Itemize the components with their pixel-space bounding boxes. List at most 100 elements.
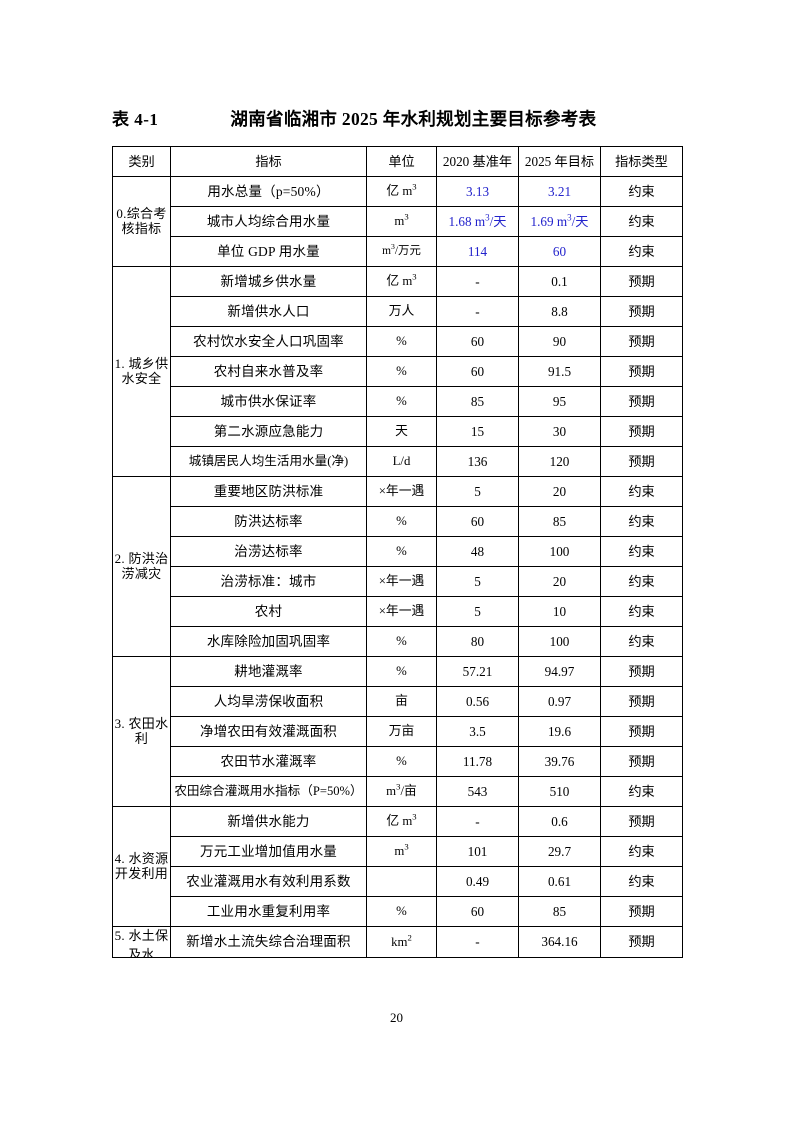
table-row: 4. 水资源开发利用 新增供水能力亿 m3-0.6 预期: [112, 806, 683, 927]
baseline-value-cell: -: [436, 266, 519, 297]
indicator-cell: 农田节水灌溉率: [170, 746, 367, 777]
indicator-cell: 新增城乡供水量: [170, 266, 367, 297]
indicator-type-cell: 约束: [600, 866, 683, 897]
table-row: 农业灌溉用水有效利用系数 0.49 0.61 约束: [113, 866, 683, 897]
indicator-type-cell: 约束: [600, 236, 683, 267]
column-header-baseline: 2020 基准年: [436, 146, 519, 177]
target-value-cell: 39.76: [518, 746, 601, 777]
column-header-indicator: 指标: [170, 146, 367, 177]
baseline-value-cell: 5: [436, 596, 519, 627]
baseline-value-cell: 60: [436, 896, 519, 927]
target-value-cell: 94.97: [518, 656, 601, 687]
target-value-cell: 91.5: [518, 356, 601, 387]
indicator-type-cell: 约束: [600, 566, 683, 597]
table-header-row: 类别 指标 单位 2020 基准年 2025 年目标 指标类型: [112, 146, 683, 177]
target-value-cell: 3.21: [518, 176, 601, 207]
unit-cell: 万亩: [366, 716, 437, 747]
unit-cell: m3: [366, 206, 437, 237]
indicator-cell: 城市人均综合用水量: [170, 206, 367, 237]
unit-cell: 亿 m3: [366, 806, 437, 837]
table-row: 1. 城乡供水安全 新增城乡供水量亿 m3-0.1 预期: [112, 266, 683, 477]
unit-cell: %: [366, 506, 437, 537]
target-value-cell: 0.61: [518, 866, 601, 897]
target-value-cell: 1.69 m3/天: [518, 206, 601, 237]
indicator-cell: 单位 GDP 用水量: [170, 236, 367, 267]
unit-cell: ×年一遇: [366, 476, 437, 507]
table-row: 治涝达标率% 48 100 约束: [113, 536, 683, 567]
table-number-label: 表 4-1: [112, 110, 159, 129]
target-value-cell: 0.6: [518, 806, 601, 837]
indicator-cell: 用水总量（p=50%）: [170, 176, 367, 207]
unit-cell: m3/万元: [366, 236, 437, 267]
indicator-cell: 重要地区防洪标准: [170, 476, 367, 507]
target-value-cell: 100: [518, 626, 601, 657]
indicator-cell: 农村: [170, 596, 367, 627]
baseline-value-cell: 60: [436, 326, 519, 357]
baseline-value-cell: 5: [436, 476, 519, 507]
indicator-type-cell: 约束: [600, 626, 683, 657]
indicator-type-cell: 预期: [600, 926, 683, 958]
indicator-type-cell: 预期: [600, 806, 683, 837]
baseline-value-cell: 114: [436, 236, 519, 267]
target-value-cell: 60: [518, 236, 601, 267]
baseline-value-cell: -: [436, 926, 519, 958]
column-header-category: 类别: [112, 146, 171, 177]
unit-cell: %: [366, 536, 437, 567]
unit-cell: 亿 m3: [366, 176, 437, 207]
category-cell: 4. 水资源开发利用: [112, 806, 171, 927]
indicator-type-cell: 预期: [600, 686, 683, 717]
baseline-value-cell: 85: [436, 386, 519, 417]
table-row: 0.综合考核指标 用水总量（p=50%）亿 m3 3.13 3.21 约束: [112, 176, 683, 267]
table-row: 城市供水保证率% 85 95 预期: [113, 386, 683, 417]
target-value-cell: 0.97: [518, 686, 601, 717]
baseline-value-cell: 57.21: [436, 656, 519, 687]
target-value-cell: 8.8: [518, 296, 601, 327]
target-value-cell: 10: [518, 596, 601, 627]
unit-cell: L/d: [366, 446, 437, 477]
unit-cell: ×年一遇: [366, 566, 437, 597]
unit-cell: %: [366, 626, 437, 657]
indicator-cell: 耕地灌溉率: [170, 656, 367, 687]
unit-cell: %: [366, 326, 437, 357]
indicator-cell: 防洪达标率: [170, 506, 367, 537]
unit-cell: %: [366, 896, 437, 927]
column-header-unit: 单位: [366, 146, 437, 177]
target-value-cell: 20: [518, 566, 601, 597]
unit-cell: m3/亩: [366, 776, 437, 807]
indicator-cell: 农村自来水普及率: [170, 356, 367, 387]
baseline-value-cell: 5: [436, 566, 519, 597]
indicator-type-cell: 预期: [600, 746, 683, 777]
water-plan-targets-table: 类别 指标 单位 2020 基准年 2025 年目标 指标类型 0.综合考核指标…: [112, 146, 683, 958]
indicator-type-cell: 预期: [600, 296, 683, 327]
indicator-type-cell: 预期: [600, 326, 683, 357]
target-value-cell: 30: [518, 416, 601, 447]
indicator-cell: 治涝达标率: [170, 536, 367, 567]
indicator-type-cell: 约束: [600, 176, 683, 207]
indicator-type-cell: 约束: [600, 596, 683, 627]
category-cell: 5. 水土保及水: [112, 926, 171, 958]
baseline-value-cell: 1.68 m3/天: [436, 206, 519, 237]
unit-cell: 万人: [366, 296, 437, 327]
table-row: 城镇居民人均生活用水量(净) L/d 136 120 预期: [113, 446, 683, 477]
table-header: 类别 指标 单位 2020 基准年 2025 年目标 指标类型: [112, 146, 683, 177]
indicator-cell: 农村饮水安全人口巩固率: [170, 326, 367, 357]
column-header-type: 指标类型: [600, 146, 683, 177]
column-header-target: 2025 年目标: [518, 146, 601, 177]
table-row: 治涝标准：城市 ×年一遇 5 20 约束: [113, 566, 683, 597]
baseline-value-cell: 80: [436, 626, 519, 657]
unit-cell: %: [366, 656, 437, 687]
baseline-value-cell: 3.13: [436, 176, 519, 207]
table-caption: 表 4-1 湖南省临湘市 2025 年水利规划主要目标参考表: [112, 105, 684, 131]
target-value-cell: 20: [518, 476, 601, 507]
indicator-cell: 新增供水能力: [170, 806, 367, 837]
baseline-value-cell: 48: [436, 536, 519, 567]
indicator-cell: 水库除险加固巩固率: [170, 626, 367, 657]
table-row: 5. 水土保及水 新增水土流失综合治理面积 km2-364.16 预期: [112, 926, 683, 958]
main-table-container: 类别 指标 单位 2020 基准年 2025 年目标 指标类型 0.综合考核指标…: [112, 146, 683, 958]
indicator-type-cell: 预期: [600, 896, 683, 927]
unit-cell: ×年一遇: [366, 596, 437, 627]
indicator-cell: 城市供水保证率: [170, 386, 367, 417]
table-row: 第二水源应急能力天 15 30 预期: [113, 416, 683, 447]
indicator-type-cell: 约束: [600, 836, 683, 867]
table-body: 0.综合考核指标 用水总量（p=50%）亿 m3 3.13 3.21 约束 城市人均综合用…: [112, 176, 683, 958]
